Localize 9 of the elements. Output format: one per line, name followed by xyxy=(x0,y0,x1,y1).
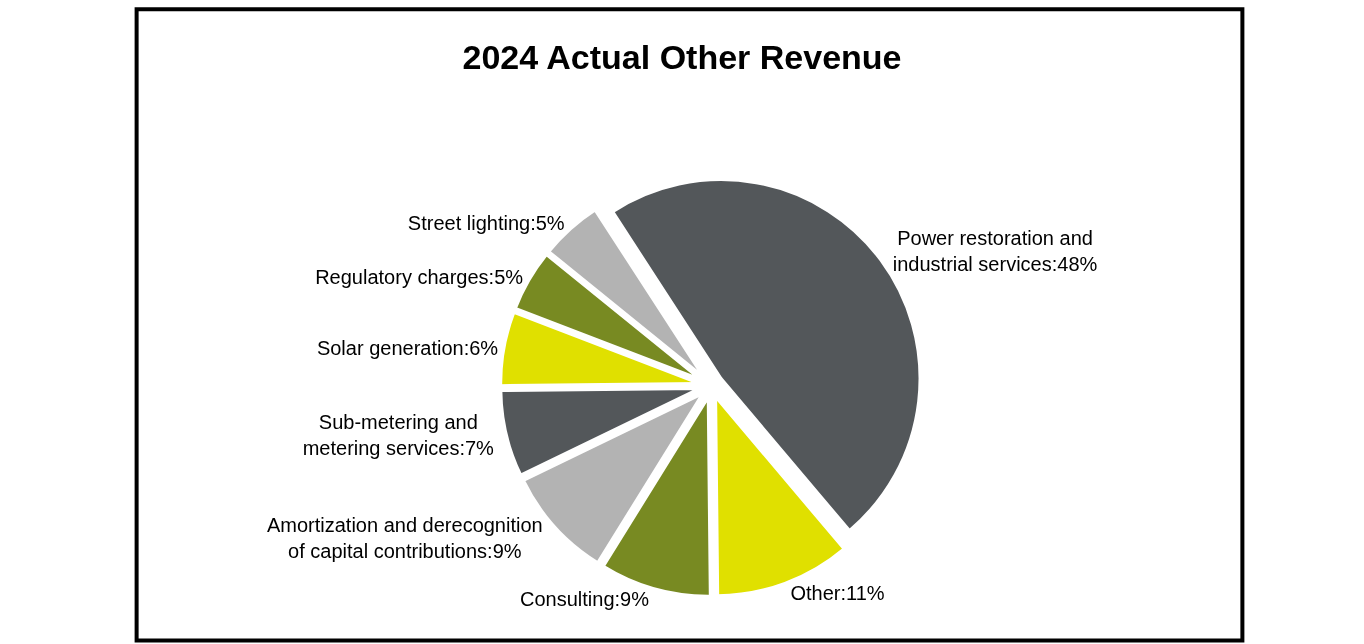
slice-label: Power restoration and industrial services:48% xyxy=(892,227,1098,276)
slice-label: Regulatory charges:5% xyxy=(315,266,524,289)
slice-label: Street lighting:5% xyxy=(407,211,565,234)
slice-label: Other:11% xyxy=(790,582,885,605)
slice-label: Solar generation:6% xyxy=(316,336,499,359)
slice-label: Amortization and derecognition of capital contributions:9% xyxy=(266,513,543,562)
slice-label: Sub-metering and metering services:7% xyxy=(302,411,495,460)
slice-label: Consulting:9% xyxy=(520,588,650,611)
chart-title: 2024 Actual Other Revenue xyxy=(462,37,902,76)
